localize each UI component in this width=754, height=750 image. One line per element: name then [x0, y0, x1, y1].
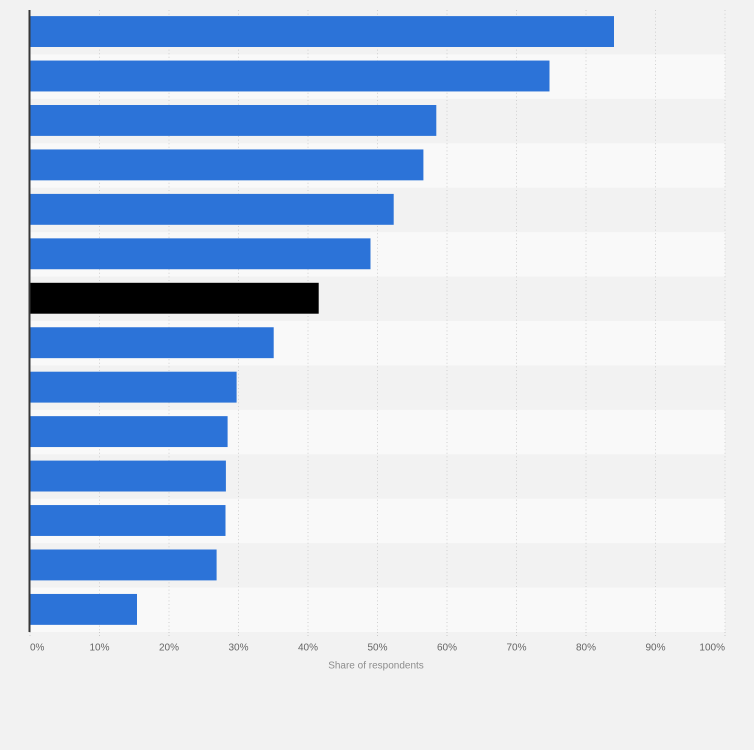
svg-text:30%: 30%: [228, 643, 248, 654]
svg-text:50%: 50%: [367, 643, 387, 654]
svg-text:80%: 80%: [576, 643, 596, 654]
svg-text:0%: 0%: [30, 643, 45, 654]
svg-text:Share of respondents: Share of respondents: [328, 661, 424, 672]
svg-text:60%: 60%: [437, 643, 457, 654]
svg-text:100%: 100%: [699, 643, 725, 654]
svg-text:90%: 90%: [645, 643, 665, 654]
svg-text:20%: 20%: [159, 643, 179, 654]
svg-text:10%: 10%: [89, 643, 109, 654]
svg-text:40%: 40%: [298, 643, 318, 654]
svg-text:70%: 70%: [506, 643, 526, 654]
